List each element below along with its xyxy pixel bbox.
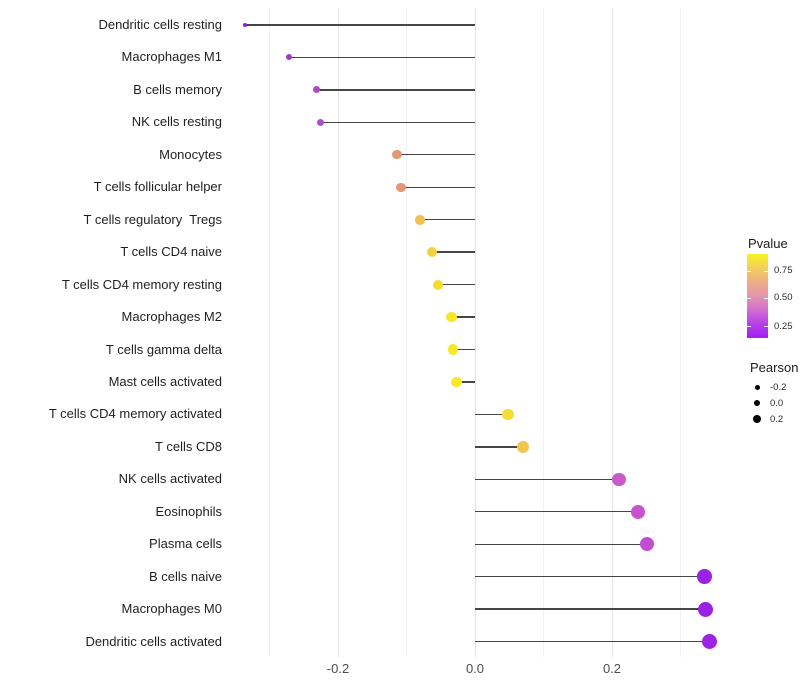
pearson-key-label: 0.0 [770, 397, 784, 409]
category-label: T cells CD4 memory activated [48, 406, 222, 422]
lollipop-point [392, 150, 402, 160]
colorbar-tick-mark [764, 297, 768, 299]
colorbar-tick-label: 0.50 [774, 292, 793, 304]
stem-line [316, 89, 475, 91]
colorbar-tick-mark [747, 297, 751, 299]
lollipop-point [639, 537, 654, 552]
gridline [474, 8, 476, 657]
gridline [543, 8, 544, 657]
gridline [611, 8, 613, 657]
pvalue-colorbar [747, 254, 768, 338]
pvalue-legend-title: Pvalue [748, 236, 788, 251]
lollipop-point [698, 601, 714, 617]
stem-line [475, 413, 508, 416]
lollipop-point [285, 54, 292, 61]
category-label: Macrophages M1 [121, 49, 222, 65]
lollipop-point [631, 504, 645, 519]
lollipop-point [697, 569, 712, 585]
lollipop-point [701, 634, 717, 650]
gridline [337, 8, 339, 657]
colorbar-tick-mark [747, 326, 751, 328]
category-label: T cells CD4 naive [120, 244, 222, 260]
stem-line [475, 478, 619, 480]
colorbar-tick-mark [764, 270, 768, 272]
stem-line [453, 348, 475, 351]
lollipop-point [432, 279, 444, 290]
category-label: T cells CD8 [155, 438, 222, 454]
pearson-key-dot [754, 384, 760, 390]
stem-line [475, 575, 705, 578]
stem-line [401, 186, 475, 188]
pearson-key-label: -0.2 [770, 381, 787, 393]
stem-line [396, 154, 475, 156]
stem-line [456, 381, 475, 383]
lollipop-point [415, 214, 426, 225]
stem-line [475, 446, 523, 448]
category-label: T cells regulatory Tregs [83, 211, 222, 227]
category-label: B cells naive [149, 568, 222, 584]
gridline [406, 8, 407, 657]
lollipop-point [316, 118, 324, 126]
lollipop-point [426, 247, 437, 258]
colorbar-tick-mark [764, 326, 768, 328]
category-label: Dendritic cells activated [85, 633, 222, 649]
lollipop-point [446, 311, 457, 323]
category-label: Macrophages M2 [121, 309, 222, 325]
stem-line [320, 121, 475, 124]
category-label: Dendritic cells resting [98, 17, 222, 32]
category-label: Plasma cells [149, 536, 222, 552]
lollipop-point [396, 182, 406, 192]
lollipop-point [451, 376, 462, 388]
gridline [680, 8, 681, 657]
category-label: B cells memory [133, 81, 222, 97]
stem-line [451, 316, 475, 318]
category-label: T cells CD4 memory resting [61, 276, 222, 292]
pearson-legend-title: Pearson [750, 360, 799, 375]
category-label: T cells follicular helper [93, 179, 222, 195]
stem-line [475, 511, 639, 513]
category-label: NK cells resting [131, 114, 222, 130]
x-axis-tick-label: 0.2 [602, 661, 622, 676]
colorbar-tick-mark [747, 270, 751, 272]
category-label: Monocytes [159, 146, 222, 162]
pearson-key-label: 0.2 [770, 413, 784, 425]
lollipop-point [502, 408, 514, 421]
colorbar-tick-label: 0.75 [774, 265, 793, 277]
stem-line [431, 251, 475, 253]
category-label: Eosinophils [155, 503, 223, 519]
pearson-key-dot [753, 399, 761, 407]
colorbar-tick-label: 0.25 [774, 320, 793, 332]
stem-line [475, 543, 647, 545]
category-label: Mast cells activated [108, 373, 222, 389]
gridline [269, 8, 270, 657]
stem-line [438, 283, 475, 286]
stem-line [475, 640, 710, 643]
x-axis-tick-label: 0.0 [465, 661, 485, 676]
stem-line [420, 219, 475, 221]
category-label: T cells gamma delta [105, 341, 222, 357]
lollipop-point [612, 472, 626, 487]
stem-line [288, 56, 475, 59]
lollipop-point [517, 440, 529, 453]
pearson-key-dot [753, 415, 761, 423]
x-axis-tick-label: -0.2 [326, 661, 350, 676]
stem-line [475, 608, 706, 610]
lollipop-point [242, 22, 247, 28]
category-label: Macrophages M0 [121, 601, 222, 617]
lollipop-point [447, 344, 459, 355]
lollipop-point [313, 86, 321, 94]
category-label: NK cells activated [118, 471, 222, 487]
stem-line [244, 24, 475, 26]
